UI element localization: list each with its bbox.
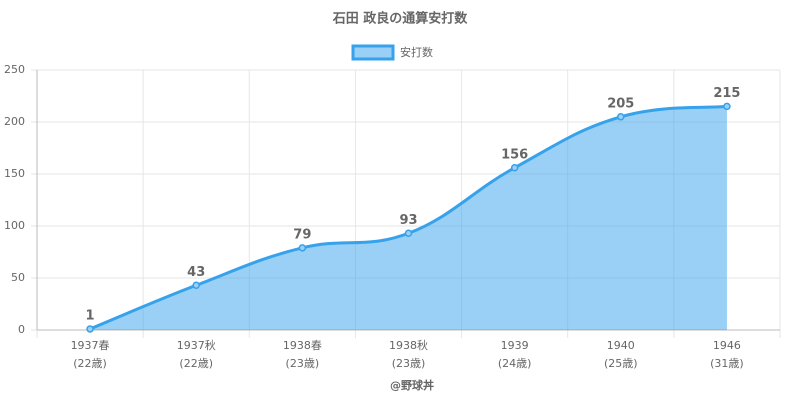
point [192, 281, 200, 290]
y-tick-label: 150 [4, 167, 25, 180]
x-tick-label: (25歳) [604, 357, 638, 370]
x-tick-label: (24歳) [498, 357, 532, 370]
x-tick-label: (23歳) [286, 357, 320, 370]
x-tick-label: 1937春 [71, 339, 110, 352]
x-axis-label: @野球丼 [390, 378, 434, 392]
y-tick-label: 50 [11, 271, 25, 284]
point [86, 325, 94, 333]
point [617, 113, 625, 121]
data-label: 93 [399, 213, 417, 228]
x-tick-label: (31歳) [710, 357, 744, 370]
y-tick-label: 250 [4, 63, 25, 76]
x-tick-label: 1938秋 [389, 338, 428, 352]
x-tick-label: 1940 [607, 339, 635, 352]
y-tick-label: 0 [18, 323, 25, 336]
chart-title: 石田 政良の通算安打数 [332, 11, 469, 27]
data-label: 215 [713, 86, 740, 101]
x-tick-label: 1939 [501, 339, 529, 352]
legend-label: 安打数 [400, 45, 433, 59]
data-label: 205 [607, 96, 634, 111]
y-tick-label: 100 [4, 219, 25, 232]
x-tick-label: (23歳) [392, 357, 426, 370]
point [510, 164, 519, 172]
point [298, 244, 307, 252]
x-tick-label: (22歳) [73, 357, 107, 370]
data-label: 156 [501, 147, 528, 162]
data-label: 1 [86, 308, 95, 323]
area [90, 106, 727, 331]
data-label: 79 [293, 227, 311, 242]
x-tick-label: 1938春 [283, 339, 322, 352]
point [723, 102, 731, 111]
x-tick-label: (22歳) [179, 357, 213, 370]
y-tick-label: 200 [4, 115, 25, 128]
x-tick-label: 1946 [713, 339, 741, 352]
legend-swatch [351, 44, 395, 61]
point [404, 229, 413, 238]
data-label: 43 [187, 265, 205, 280]
x-tick-label: 1937秋 [177, 338, 216, 352]
